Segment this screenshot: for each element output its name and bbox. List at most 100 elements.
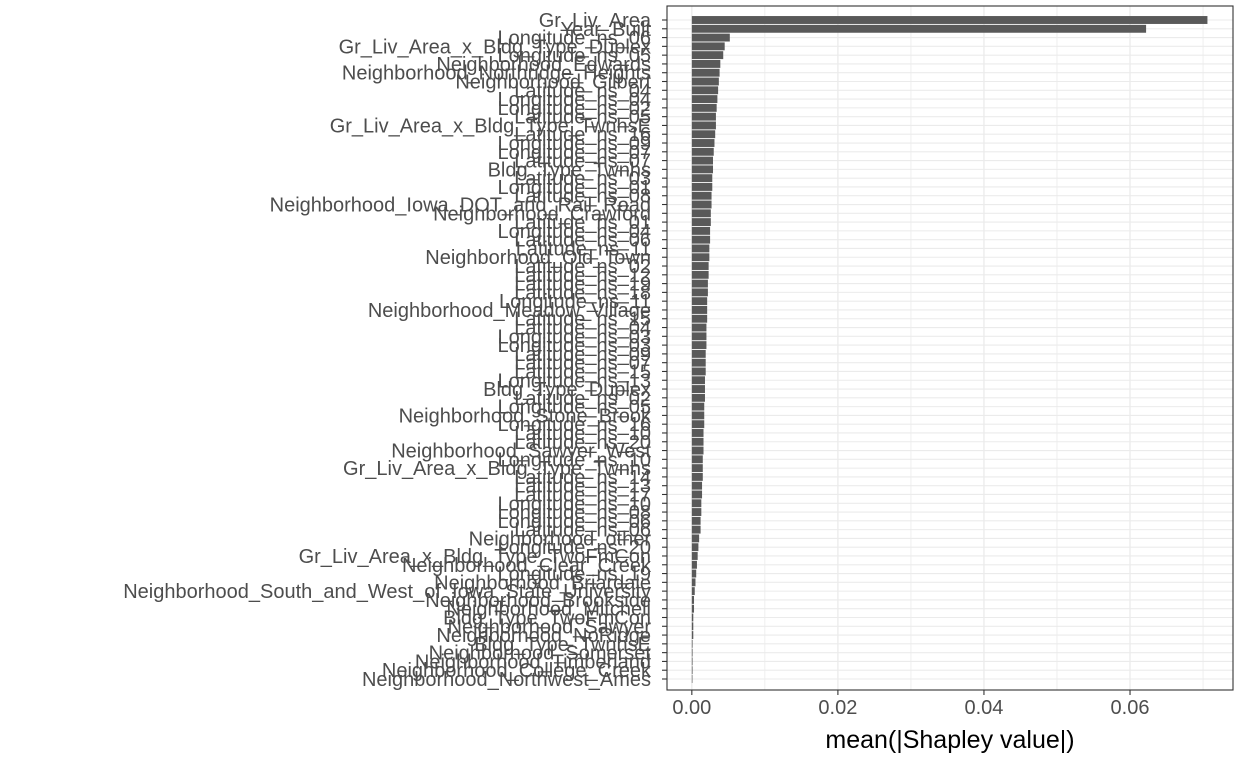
- y-tick-label: Latitude_ns_07: [514, 353, 651, 375]
- y-tick-label: Longitude_ns_04: [498, 89, 651, 111]
- y-tick-label: Neighborhood_Sawyer_West: [391, 441, 651, 463]
- bar: [691, 578, 696, 587]
- y-tick-label: Latitude_ns_15: [514, 309, 651, 331]
- bar: [691, 95, 718, 104]
- y-tick-label: Bldg_Type_TwnhsE: [474, 634, 651, 656]
- bar: [691, 657, 693, 666]
- x-tick-label: 0.04: [964, 697, 1003, 719]
- bar: [691, 648, 693, 657]
- y-tick-label: Latitude_ns_16: [514, 124, 651, 146]
- bar: [691, 499, 702, 508]
- y-tick-label: Longitude_ns_13: [498, 370, 651, 392]
- y-tick-label: Neighborhood_Northwest_Ames: [362, 669, 651, 691]
- bar: [691, 560, 697, 569]
- y-tick-label: Longitude_ns_03: [498, 326, 651, 348]
- y-tick-label: Latitude_ns_14: [514, 467, 651, 489]
- bar: [691, 86, 719, 95]
- y-tick-label: Neighborhood_Crawford: [433, 203, 651, 225]
- y-tick-label: Neighborhood_Meadow_Village: [368, 300, 651, 322]
- bar: [691, 429, 704, 437]
- bar: [691, 604, 695, 613]
- y-tick-label: Latitude_ns_04: [514, 318, 651, 340]
- bar: [691, 244, 710, 253]
- bar: [691, 639, 693, 648]
- y-tick-label: Latitude_ns_05: [514, 107, 651, 129]
- bar: [691, 622, 694, 631]
- y-tick-label: Latitude_ns_06: [514, 520, 651, 542]
- y-tick-label: Longitude_ns_11: [499, 291, 651, 313]
- y-tick-label: Bldg_Type_Duplex: [483, 379, 651, 401]
- y-tick-label: Longitude_ns_04: [498, 221, 651, 243]
- plot-panel-border: [666, 5, 1234, 691]
- y-tick-label: Latitude_ns_01: [514, 212, 651, 234]
- bar: [691, 68, 720, 77]
- bar: [691, 376, 705, 385]
- bar: [691, 411, 705, 420]
- bar: [691, 385, 705, 393]
- bar: [691, 349, 706, 358]
- bar: [691, 103, 717, 112]
- bar: [691, 516, 701, 525]
- bar: [691, 121, 716, 130]
- bar: [691, 595, 695, 604]
- bar: [691, 332, 707, 341]
- y-tick-label: Neighborhood_Somerset: [429, 643, 652, 665]
- bar: [691, 666, 693, 675]
- bar: [691, 306, 708, 314]
- y-tick-label: Longitude_ns_09: [498, 133, 651, 155]
- y-tick-label: Longitude_ns_10: [498, 449, 651, 471]
- y-tick-label: Gr_Liv_Area_x_Bldg_Type_TwoFmCon: [299, 546, 651, 568]
- bar: [691, 147, 714, 156]
- y-tick-label: Longitude_ns_06: [498, 511, 651, 533]
- x-tick-label: 0.02: [818, 697, 857, 719]
- bar: [691, 270, 709, 279]
- bar: [691, 297, 708, 306]
- y-tick-label: Neighborhood_Timberland: [415, 651, 651, 673]
- bars-group: [691, 16, 1208, 683]
- major-gridlines: [667, 6, 1233, 690]
- y-tick-label: Latitude_ns_10: [514, 423, 651, 445]
- bar: [691, 455, 703, 464]
- y-tick-label: Latitude_ns_15: [514, 361, 651, 383]
- y-tick-label: Neighborhood_Briardale: [434, 572, 651, 594]
- y-tick-label: Neighborhood_Old_Town: [425, 247, 651, 269]
- bar: [691, 288, 708, 297]
- y-tick-label: Neighborhood_Sawyer: [448, 616, 652, 638]
- y-tick-label: Longitude_ns_20: [498, 537, 651, 559]
- y-tick-label: Longitude_ns_10: [498, 493, 651, 515]
- y-tick-label: Latitude_ns_07: [514, 151, 651, 173]
- y-tick-label: Neighborhood_Gilbert: [455, 72, 651, 94]
- bar: [691, 165, 714, 174]
- y-tick-label: Gr_Liv_Area: [539, 10, 652, 32]
- y-tick-label: Longitude_ns_05: [498, 45, 651, 67]
- bar: [691, 420, 705, 429]
- y-tick-label: Neighborhood_other: [469, 528, 652, 550]
- bar: [691, 675, 693, 683]
- y-tick-label: Gr_Liv_Area_x_Bldg_Type_TwnhsE: [330, 115, 651, 137]
- y-tick-label: Latitude_ns_13: [514, 476, 651, 498]
- y-tick-label: Neighborhood_Edwards: [436, 54, 651, 76]
- bar: [691, 613, 694, 622]
- bar: [691, 16, 1208, 24]
- y-tick-label: Latitude_ns_03: [514, 168, 651, 190]
- y-tick-label: Longitude_ns_03: [498, 335, 651, 357]
- y-tick-label: Year_Built: [561, 19, 652, 41]
- y-tick-label: Latitude_ns_11: [516, 238, 651, 260]
- y-tick-label: Neighborhood_Northridge_Heights: [342, 63, 651, 85]
- y-tick-label: Longitude_ns_02: [498, 98, 651, 120]
- x-axis-title: mean(|Shapley value|): [825, 726, 1074, 754]
- bar: [691, 472, 703, 481]
- y-tick-label: Latitude_ns_12: [514, 265, 651, 287]
- y-tick-label: Longitude_ns_07: [498, 142, 651, 164]
- bar: [691, 235, 711, 244]
- bar: [691, 437, 704, 446]
- y-tick-label: Longitude_ns_06: [498, 28, 651, 50]
- bar: [691, 209, 711, 218]
- y-tick-label: Longitude_ns_16: [498, 414, 651, 436]
- bar: [691, 77, 719, 86]
- bar: [691, 464, 703, 473]
- bar: [691, 323, 707, 332]
- y-tick-label: Neighborhood_NoRidge: [436, 625, 651, 647]
- bar: [691, 191, 712, 200]
